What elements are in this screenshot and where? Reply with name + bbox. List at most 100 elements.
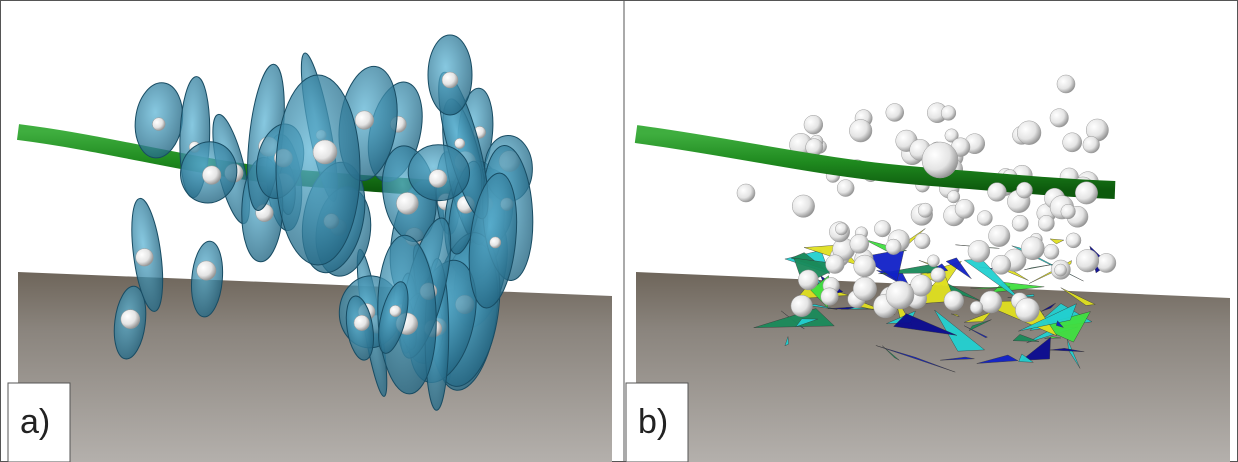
sphere <box>1011 214 1029 232</box>
glyph-triangle <box>1012 334 1040 342</box>
glyphs <box>113 34 534 411</box>
sphere <box>849 234 870 254</box>
sphere <box>988 224 1011 247</box>
sphere <box>914 232 931 250</box>
glyph-triangle <box>945 257 972 279</box>
sphere <box>1082 136 1100 154</box>
sphere <box>196 260 217 281</box>
glyph-triangle <box>882 345 900 361</box>
glyph-triangle <box>1044 336 1061 339</box>
sphere <box>944 128 959 143</box>
sphere <box>885 103 904 122</box>
sphere <box>1060 203 1076 220</box>
sphere <box>1049 108 1069 128</box>
glyph-triangle <box>1060 287 1096 306</box>
sphere <box>428 169 448 188</box>
sphere <box>353 314 370 331</box>
sphere <box>947 190 961 204</box>
sphere <box>152 117 166 131</box>
sphere <box>991 254 1012 275</box>
sphere <box>354 110 374 130</box>
sphere <box>917 202 933 218</box>
sphere <box>202 165 222 185</box>
sphere <box>120 309 141 329</box>
glyph-triangle <box>951 313 960 317</box>
glyph-triangle <box>1049 348 1085 352</box>
sphere <box>927 254 940 268</box>
panel-a: a) <box>7 34 612 462</box>
glyph-triangle <box>753 308 835 328</box>
glyph-triangle <box>1049 238 1065 245</box>
panel-label: a) <box>20 403 50 441</box>
glyph-triangle <box>784 336 789 347</box>
sphere <box>853 254 876 278</box>
sphere <box>852 276 877 301</box>
sphere <box>885 238 902 255</box>
sphere <box>977 210 993 226</box>
sphere <box>836 179 855 197</box>
sphere <box>921 141 959 179</box>
sphere <box>1015 297 1040 323</box>
glyph-triangle <box>1055 320 1065 328</box>
sphere <box>1016 181 1033 199</box>
sphere <box>940 105 957 121</box>
glyph-triangle <box>893 313 958 336</box>
sphere <box>987 182 1007 202</box>
sphere <box>135 248 154 267</box>
glyph-triangle <box>940 356 975 361</box>
sphere <box>979 290 1003 314</box>
sphere <box>1038 214 1055 232</box>
glyph-triangle <box>964 311 992 323</box>
glyph-triangle <box>827 306 859 310</box>
sphere <box>396 192 419 215</box>
ellipsoid <box>378 281 409 354</box>
sphere <box>791 194 815 218</box>
sphere <box>1043 243 1060 260</box>
sphere <box>798 269 819 291</box>
sphere <box>790 294 813 317</box>
sphere <box>820 287 839 306</box>
ground <box>18 272 612 462</box>
sphere <box>389 305 402 317</box>
ellipsoid <box>275 74 361 266</box>
glyph-triangle <box>1024 263 1059 270</box>
glyph-triangle <box>1040 302 1056 312</box>
sphere <box>489 236 502 249</box>
sphere <box>1021 236 1045 260</box>
glyphs <box>736 74 1117 323</box>
label-box <box>625 382 689 462</box>
sphere <box>835 222 848 236</box>
glyph-triangle <box>1020 336 1051 361</box>
tube <box>634 125 1116 199</box>
glyph-triangle <box>875 345 956 373</box>
sphere <box>849 119 873 143</box>
glyph-triangle <box>1018 353 1034 363</box>
glyph-triangle <box>1011 245 1084 282</box>
sphere <box>969 300 984 315</box>
sphere <box>1054 263 1067 277</box>
sphere <box>454 138 466 149</box>
glyph-triangle <box>795 318 818 328</box>
sphere <box>1062 132 1082 153</box>
sphere <box>1075 181 1098 205</box>
sphere <box>1096 253 1117 273</box>
sphere <box>954 199 975 219</box>
sphere <box>1056 74 1076 94</box>
panel-label: b) <box>638 403 668 441</box>
sphere <box>825 254 845 274</box>
sphere <box>1075 249 1100 273</box>
sphere <box>803 115 824 135</box>
sphere <box>312 139 338 165</box>
sphere <box>736 183 756 203</box>
sphere <box>1016 120 1042 145</box>
glyph-triangle <box>970 286 1011 290</box>
glyph-triangle <box>1018 303 1077 332</box>
sphere <box>885 280 915 310</box>
label-box <box>7 382 71 462</box>
glyph-triangle <box>976 354 1019 364</box>
sphere <box>441 71 459 89</box>
sphere <box>1065 232 1082 249</box>
panel-b: b) <box>625 74 1230 462</box>
sphere <box>943 290 964 311</box>
